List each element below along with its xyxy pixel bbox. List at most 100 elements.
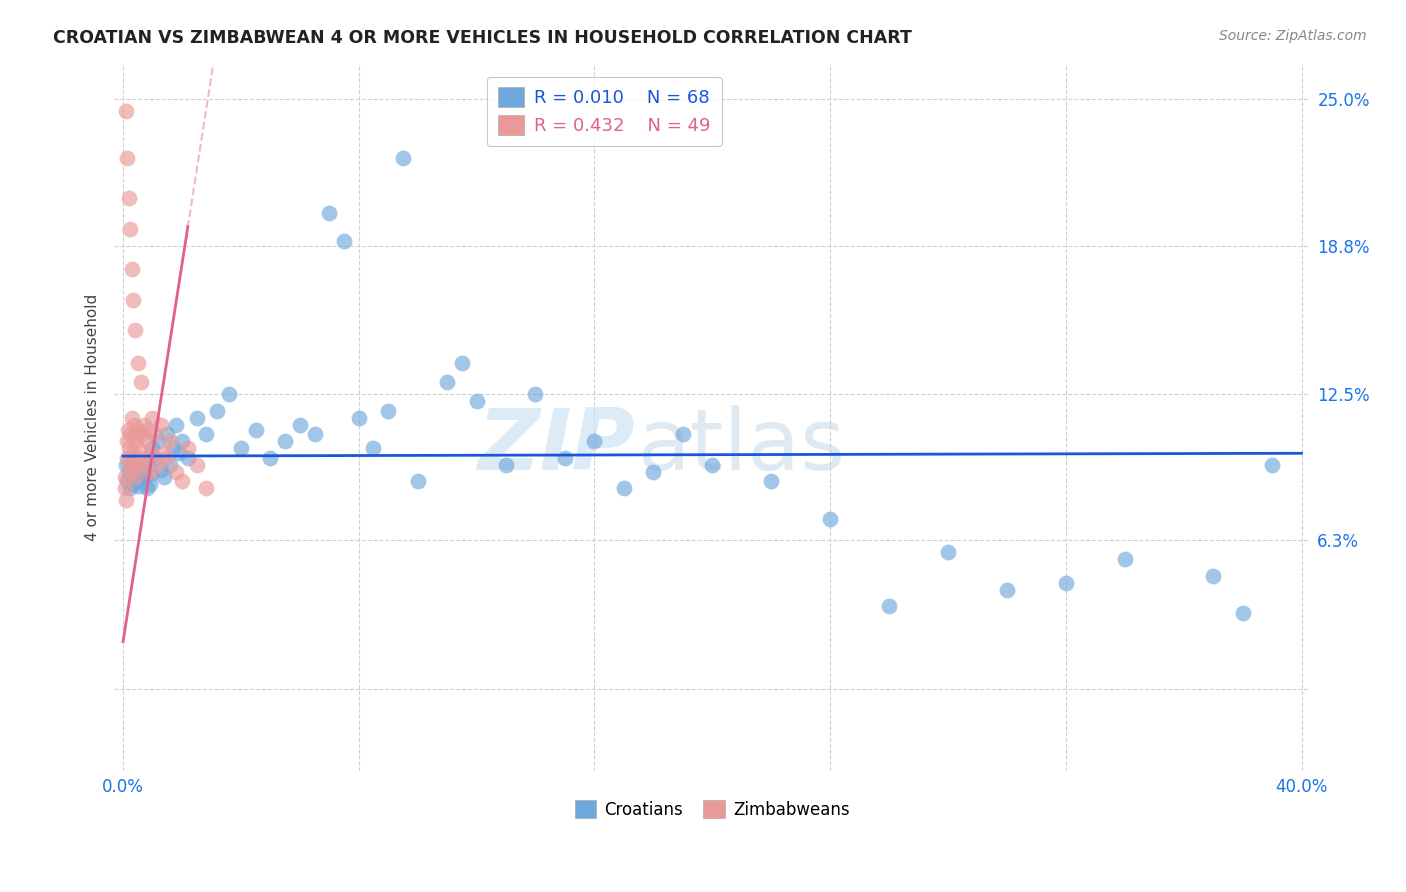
Point [406, 475, 429, 489]
Point [450, 356, 472, 370]
Point [122, 293, 145, 307]
Point [129, 458, 152, 472]
Point [121, 469, 143, 483]
Point [118, 442, 141, 456]
Point [127, 356, 149, 370]
Point [177, 450, 200, 465]
Point [135, 482, 157, 496]
Text: atlas: atlas [638, 404, 846, 488]
Point [229, 442, 252, 456]
Point [159, 434, 181, 449]
Point [124, 462, 146, 476]
Point [124, 323, 146, 337]
Point [115, 493, 138, 508]
Point [288, 417, 311, 432]
Point [148, 458, 170, 472]
Point [148, 434, 170, 449]
Point [759, 475, 782, 489]
Point [554, 450, 576, 465]
Point [124, 434, 146, 449]
Point [436, 376, 458, 390]
Point [194, 482, 217, 496]
Point [121, 446, 143, 460]
Point [127, 458, 149, 472]
Point [121, 262, 143, 277]
Point [122, 417, 145, 432]
Point [118, 458, 141, 472]
Point [114, 469, 136, 483]
Point [117, 423, 139, 437]
Point [177, 442, 200, 456]
Point [1114, 552, 1136, 566]
Point [877, 599, 900, 614]
Y-axis label: 4 or more Vehicles in Household: 4 or more Vehicles in Household [86, 294, 100, 541]
Point [392, 152, 415, 166]
Point [936, 545, 959, 559]
Point [121, 410, 143, 425]
Point [165, 465, 187, 479]
Point [218, 387, 240, 401]
Text: ZIP: ZIP [477, 404, 634, 488]
Point [194, 427, 217, 442]
Point [1232, 607, 1254, 621]
Point [156, 450, 179, 465]
Point [672, 427, 695, 442]
Point [131, 427, 153, 442]
Point [150, 417, 173, 432]
Point [139, 446, 162, 460]
Text: Source: ZipAtlas.com: Source: ZipAtlas.com [1219, 29, 1367, 43]
Point [156, 427, 179, 442]
Point [150, 462, 173, 476]
Text: CROATIAN VS ZIMBABWEAN 4 OR MORE VEHICLES IN HOUSEHOLD CORRELATION CHART: CROATIAN VS ZIMBABWEAN 4 OR MORE VEHICLE… [53, 29, 912, 46]
Point [1054, 575, 1077, 590]
Point [134, 469, 156, 483]
Point [115, 434, 138, 449]
Point [318, 205, 340, 219]
Point [347, 410, 370, 425]
Point [377, 403, 399, 417]
Point [120, 465, 142, 479]
Point [207, 403, 229, 417]
Point [139, 467, 162, 482]
Point [138, 465, 160, 479]
Point [117, 475, 139, 489]
Point [115, 104, 138, 119]
Point [122, 450, 145, 465]
Point [117, 450, 139, 465]
Point [167, 446, 190, 460]
Point [1202, 568, 1225, 582]
Point [124, 469, 146, 483]
Point [643, 465, 665, 479]
Point [120, 427, 142, 442]
Point [132, 465, 155, 479]
Point [128, 479, 150, 493]
Point [136, 423, 159, 437]
Point [138, 476, 160, 491]
Point [141, 410, 163, 425]
Point [114, 482, 136, 496]
Point [153, 446, 176, 460]
Point [613, 482, 636, 496]
Point [153, 469, 176, 483]
Point [117, 152, 139, 166]
Point [274, 434, 297, 449]
Point [583, 434, 606, 449]
Point [145, 427, 167, 442]
Point [818, 512, 841, 526]
Point [115, 458, 138, 472]
Point [333, 234, 356, 248]
Point [125, 472, 148, 486]
Point [1261, 458, 1284, 472]
Point [129, 376, 152, 390]
Point [118, 465, 141, 479]
Point [524, 387, 547, 401]
Point [135, 434, 157, 449]
Point [170, 434, 193, 449]
Point [162, 442, 184, 456]
Point [134, 450, 156, 465]
Point [186, 410, 208, 425]
Point [132, 417, 155, 432]
Point [159, 458, 181, 472]
Point [165, 417, 187, 432]
Point [363, 442, 385, 456]
